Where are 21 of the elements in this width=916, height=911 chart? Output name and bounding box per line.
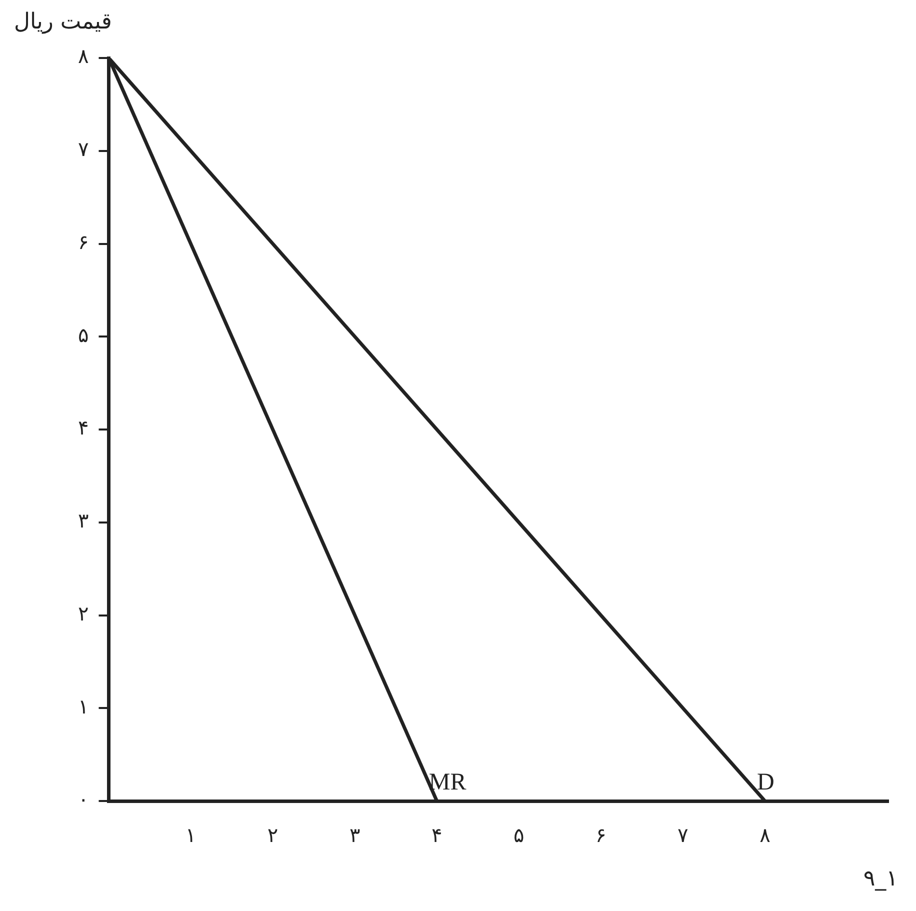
- y-tick-label: ۸: [78, 44, 89, 68]
- x-tick-label: ۲: [267, 823, 278, 848]
- x-tick-label: ۷: [678, 823, 689, 848]
- y-axis-title: قیمت ریال: [14, 10, 112, 35]
- x-tick-label: ۶: [596, 823, 606, 848]
- x-tick-label: ۵: [514, 823, 524, 848]
- y-tick-label: ۴: [78, 416, 89, 440]
- y-tick-label: ۰: [78, 787, 89, 812]
- y-tick-label: ۲: [78, 601, 89, 626]
- series-label: D: [756, 769, 774, 796]
- series-label: MR: [428, 769, 466, 796]
- x-tick-label: ۴: [431, 823, 442, 848]
- x-tick-label: ۳: [349, 823, 360, 848]
- text: ۹_۱: [863, 866, 898, 892]
- y-tick-label: ۵: [78, 322, 89, 347]
- y-tick-label: ۶: [78, 230, 89, 254]
- x-tick-label: ۸: [760, 823, 771, 848]
- y-tick-label: ۷: [78, 137, 89, 162]
- x-tick-label: ۱: [185, 823, 196, 848]
- y-tick-label: ۱: [78, 694, 89, 718]
- y-tick-label: ۳: [78, 508, 89, 533]
